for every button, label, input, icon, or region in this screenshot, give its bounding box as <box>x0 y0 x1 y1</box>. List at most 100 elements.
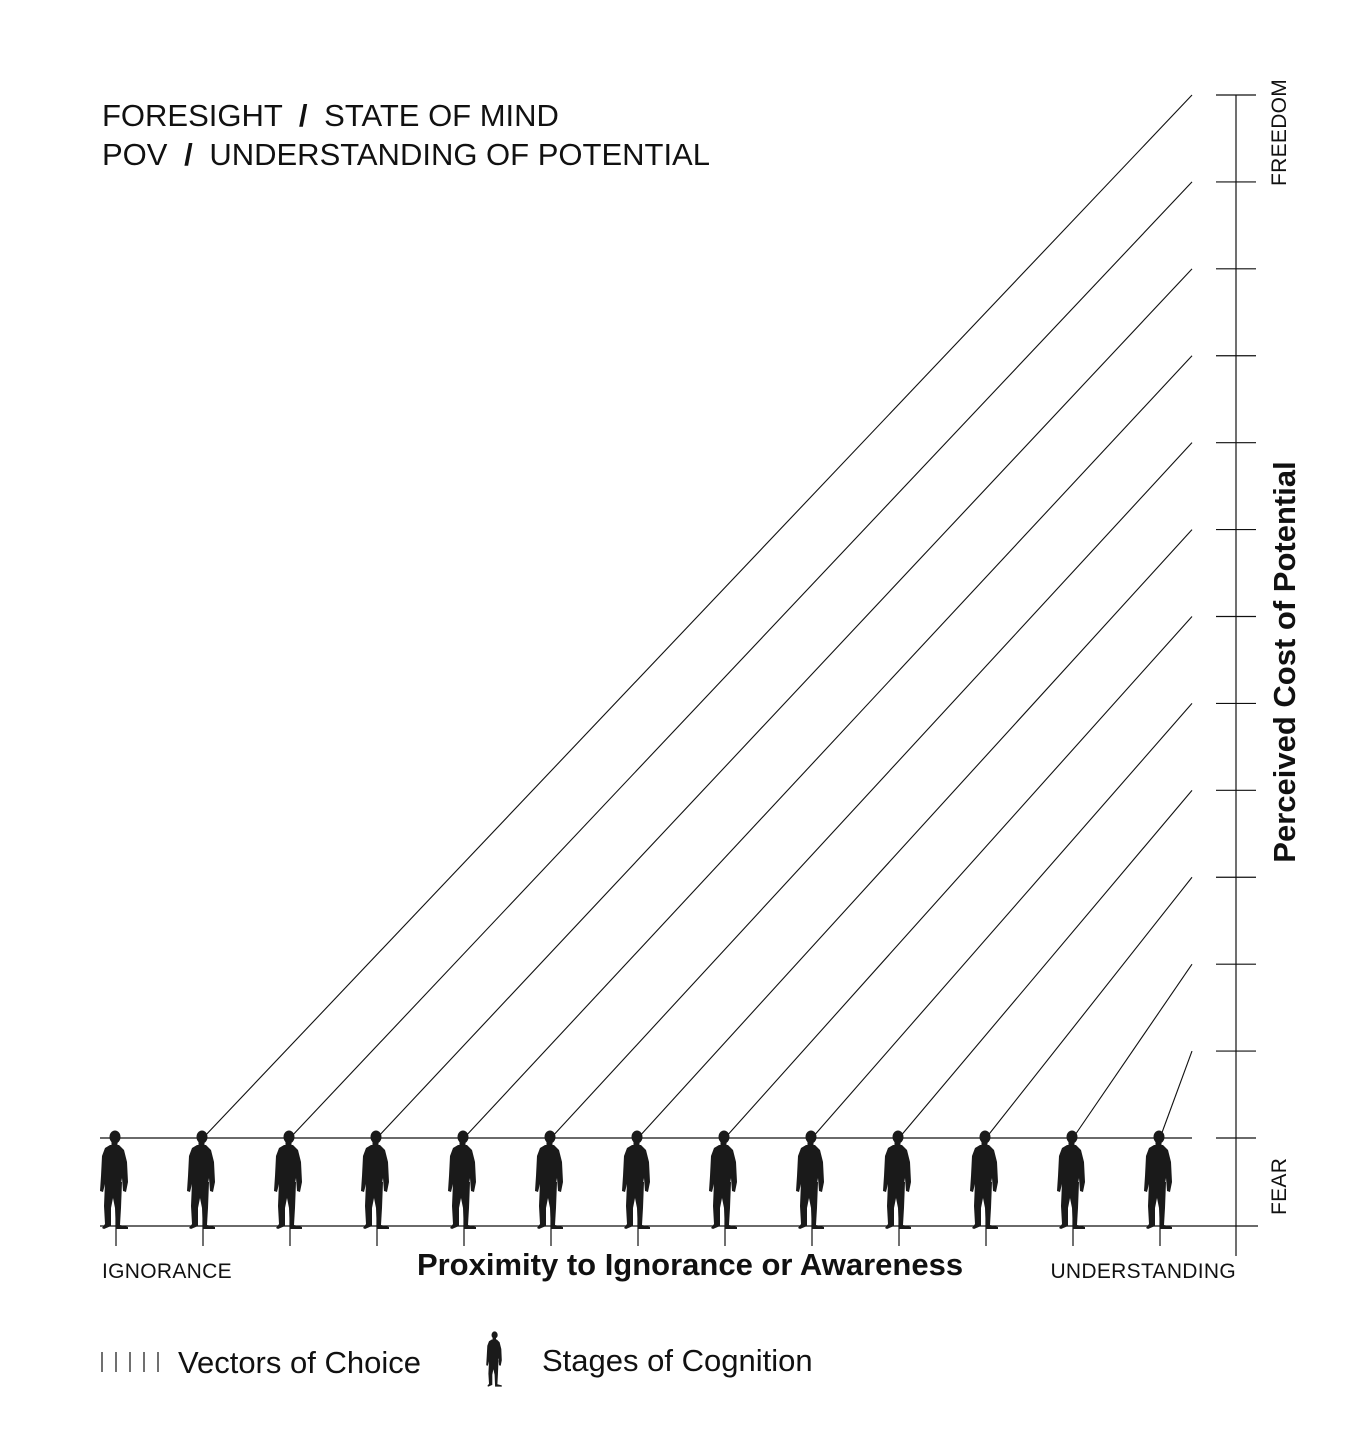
stage-figure <box>709 1130 737 1229</box>
figure-neck <box>492 1337 496 1341</box>
figure-head <box>491 1331 498 1339</box>
y-axis-bottom-label: FEAR <box>1268 1158 1291 1215</box>
stage-figure <box>187 1130 215 1229</box>
vector-of-choice <box>376 268 1193 1139</box>
title-pov: POV <box>102 137 168 172</box>
title-line-1: FORESIGHT / STATE OF MIND <box>102 98 559 133</box>
figure-neck <box>807 1141 814 1147</box>
figure-legs <box>363 1182 389 1229</box>
stage-figure <box>883 1130 911 1229</box>
figure-torso <box>100 1145 128 1192</box>
stage-figure <box>1057 1130 1085 1229</box>
standing-person-icon <box>486 1331 502 1387</box>
figure-head <box>283 1130 295 1144</box>
figure-torso <box>1057 1145 1085 1192</box>
stage-figure <box>970 1130 998 1229</box>
x-axis-right-label: UNDERSTANDING <box>1050 1260 1236 1283</box>
y-axis-top-label: FREEDOM <box>1268 79 1291 186</box>
figure-legs <box>487 1360 502 1387</box>
title-block: FORESIGHT / STATE OF MIND POV / UNDERSTA… <box>102 98 710 172</box>
figure-torso <box>535 1145 563 1192</box>
figure-head <box>1066 1130 1078 1144</box>
figure-head <box>1153 1130 1165 1144</box>
figure-torso <box>361 1145 389 1192</box>
x-axis-left-label: IGNORANCE <box>102 1260 232 1283</box>
title-line-2: POV / UNDERSTANDING OF POTENTIAL <box>102 137 710 172</box>
vector-of-choice <box>898 789 1193 1139</box>
vector-of-choice <box>202 94 1193 1139</box>
vector-of-choice <box>811 703 1193 1139</box>
figure-torso <box>622 1145 650 1192</box>
vector-of-choice <box>1159 1050 1193 1139</box>
title-foresight: FORESIGHT <box>102 98 283 133</box>
vertical-bars-icon <box>101 1352 159 1372</box>
figure-head <box>718 1130 730 1144</box>
figure-legs <box>276 1182 302 1229</box>
figure-legs <box>798 1182 824 1229</box>
figure-legs <box>885 1182 911 1229</box>
figure-torso <box>1144 1145 1172 1192</box>
vector-of-choice <box>550 442 1193 1139</box>
vector-of-choice <box>985 876 1193 1139</box>
figure-legs <box>711 1182 737 1229</box>
stage-figure <box>100 1130 128 1229</box>
figure-neck <box>198 1141 205 1147</box>
stage-figure <box>535 1130 563 1229</box>
figure-legs <box>102 1182 128 1229</box>
stage-figure <box>796 1130 824 1229</box>
figure-torso <box>187 1145 215 1192</box>
figure-neck <box>1155 1141 1162 1147</box>
figure-neck <box>633 1141 640 1147</box>
figure-neck <box>1068 1141 1075 1147</box>
figure-legs <box>972 1182 998 1229</box>
figure-head <box>805 1130 817 1144</box>
figure-neck <box>894 1141 901 1147</box>
y-axis-title: Perceived Cost of Potential <box>1267 461 1302 862</box>
title-understanding-of-potential: UNDERSTANDING OF POTENTIAL <box>209 137 710 172</box>
x-axis-title: Proximity to Ignorance or Awareness <box>417 1247 963 1282</box>
vector-of-choice <box>463 355 1193 1139</box>
title-slash-2: / <box>184 137 193 172</box>
figure-legs <box>1059 1182 1085 1229</box>
stage-figure <box>448 1130 476 1229</box>
figure-neck <box>285 1141 292 1147</box>
legend-vectors-label: Vectors of Choice <box>178 1345 421 1380</box>
stage-figure <box>622 1130 650 1229</box>
figure-torso <box>486 1339 502 1366</box>
figure-head <box>457 1130 469 1144</box>
legend: Vectors of Choice Stages of Cognition <box>101 1331 813 1387</box>
figure-legs <box>624 1182 650 1229</box>
vector-of-choice <box>637 529 1193 1139</box>
figure-torso <box>709 1145 737 1192</box>
vectors-of-choice <box>202 94 1193 1139</box>
figure-head <box>979 1130 991 1144</box>
figure-torso <box>796 1145 824 1192</box>
legend-stages-label: Stages of Cognition <box>542 1343 813 1378</box>
figure-legs <box>450 1182 476 1229</box>
figure-head <box>631 1130 643 1144</box>
figure-torso <box>274 1145 302 1192</box>
stages-of-cognition <box>100 1130 1172 1229</box>
figure-neck <box>546 1141 553 1147</box>
figure-head <box>370 1130 382 1144</box>
figure-torso <box>970 1145 998 1192</box>
figure-legs <box>537 1182 563 1229</box>
figure-legs <box>1146 1182 1172 1229</box>
figure-neck <box>981 1141 988 1147</box>
figure-head <box>109 1130 121 1144</box>
figure-legs <box>189 1182 215 1229</box>
title-slash-1: / <box>299 98 308 133</box>
figure-head <box>196 1130 208 1144</box>
stage-figure <box>1144 1130 1172 1229</box>
figure-neck <box>372 1141 379 1147</box>
title-state-of-mind: STATE OF MIND <box>324 98 559 133</box>
vector-of-choice <box>724 616 1193 1139</box>
axes <box>100 94 1258 1256</box>
figure-torso <box>883 1145 911 1192</box>
figure-neck <box>459 1141 466 1147</box>
figure-head <box>544 1130 556 1144</box>
figure-torso <box>448 1145 476 1192</box>
figure-neck <box>111 1141 118 1147</box>
figure-head <box>892 1130 904 1144</box>
